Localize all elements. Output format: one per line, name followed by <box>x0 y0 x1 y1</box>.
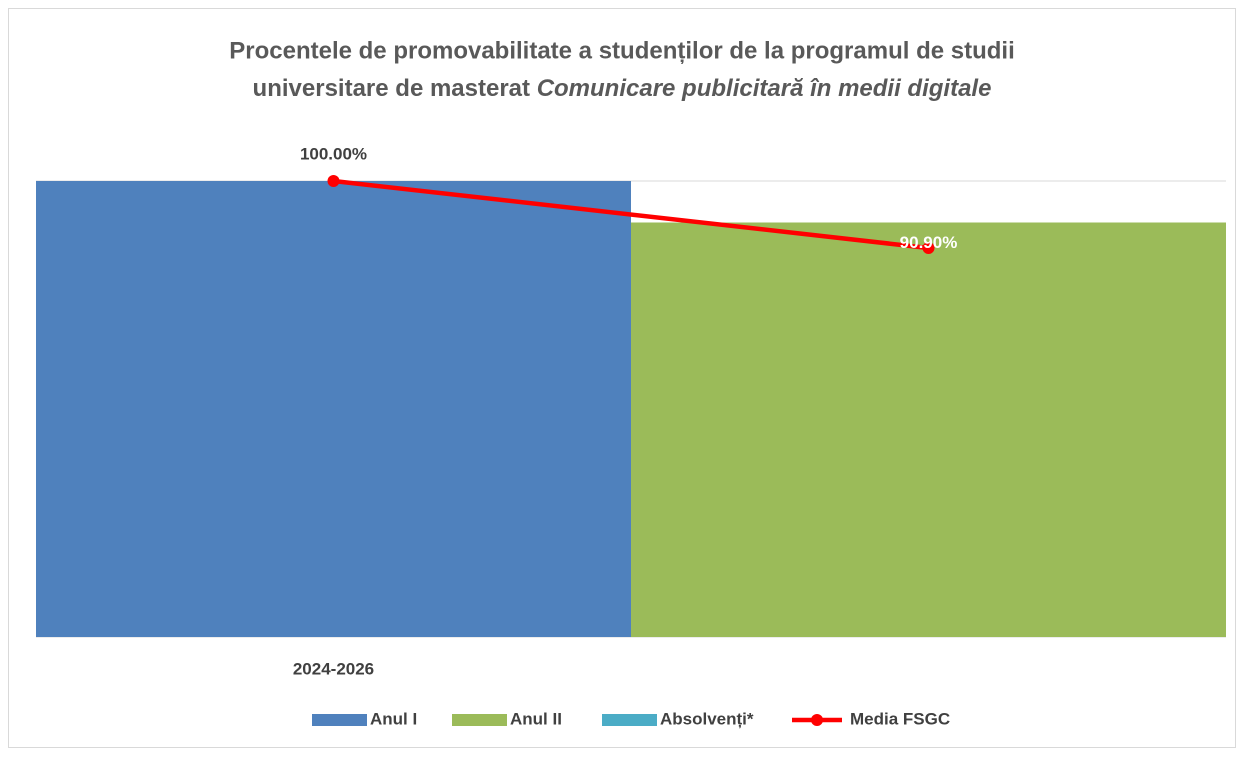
bar <box>36 181 631 637</box>
legend-label: Anul II <box>510 709 562 728</box>
data-label: 90.90% <box>900 233 958 252</box>
legend-swatch <box>811 714 823 726</box>
legend-swatch <box>602 714 657 726</box>
data-label: 100.00% <box>300 144 367 163</box>
legend-swatch <box>452 714 507 726</box>
legend-label: Anul I <box>370 709 417 728</box>
x-tick-label: 2024-2026 <box>293 659 374 678</box>
bar <box>631 222 1226 637</box>
legend-label: Absolvenți* <box>660 709 754 728</box>
legend-swatch <box>312 714 367 726</box>
chart-title-emphasis: Comunicare publicitară în medii digitale <box>537 75 992 102</box>
legend-label: Media FSGC <box>850 709 950 728</box>
chart-title: Procentele de promovabilitate a studenți… <box>229 37 1014 64</box>
line-point <box>922 242 935 255</box>
chart-title: universitare de masterat <box>253 75 530 102</box>
line-point <box>327 175 340 187</box>
line <box>333 178 929 251</box>
chart-title: universitare de masterat Comunicare publ… <box>253 75 992 102</box>
